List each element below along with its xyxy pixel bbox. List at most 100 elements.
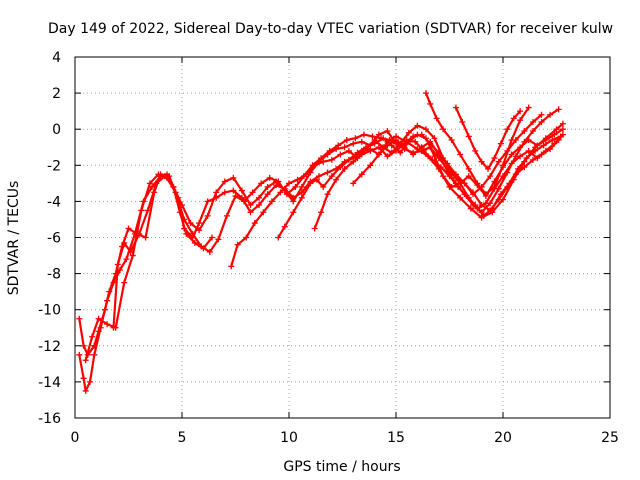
chart-title: Day 149 of 2022, Sidereal Day-to-day VTE… <box>48 21 613 37</box>
data-point <box>555 106 562 113</box>
data-point <box>324 151 331 158</box>
data-point <box>553 126 560 133</box>
data-point <box>517 117 524 124</box>
data-point <box>369 133 376 140</box>
y-tick-label: -12 <box>38 339 61 355</box>
y-axis-label: SDTVAR / TECUs <box>6 181 22 296</box>
data-point <box>298 194 305 201</box>
data-point <box>86 378 93 385</box>
data-point <box>324 191 331 198</box>
data-point <box>311 162 318 169</box>
data-point <box>514 165 521 172</box>
data-point <box>80 375 87 382</box>
data-point <box>508 151 515 158</box>
y-tick-label: -14 <box>38 375 61 391</box>
data-point <box>268 198 275 205</box>
data-point <box>551 140 558 147</box>
data-point <box>146 180 153 187</box>
data-point <box>95 315 102 322</box>
data-point <box>221 178 228 185</box>
data-point <box>320 158 327 165</box>
data-point <box>328 156 335 163</box>
data-point <box>206 248 213 255</box>
data-point <box>435 151 442 158</box>
data-point <box>532 147 539 154</box>
data-point <box>114 261 121 268</box>
data-point <box>187 220 194 227</box>
data-point <box>510 115 517 122</box>
data-point <box>470 191 477 198</box>
data-point <box>230 174 237 181</box>
data-point <box>465 133 472 140</box>
data-point <box>478 158 485 165</box>
data-point <box>241 198 248 205</box>
x-tick-labels: 0 5 10 15 20 25 <box>71 430 619 446</box>
y-tick-label: -16 <box>38 411 61 427</box>
data-point <box>82 357 89 364</box>
data-point <box>249 189 256 196</box>
data-point <box>144 207 151 214</box>
data-point <box>341 144 348 151</box>
data-point <box>256 194 263 201</box>
data-point <box>358 138 365 145</box>
x-tick-label: 0 <box>71 430 80 446</box>
data-point <box>448 183 455 190</box>
series-track-1 <box>76 171 215 394</box>
data-point <box>290 209 297 216</box>
data-point <box>350 140 357 147</box>
data-point <box>375 151 382 158</box>
data-point <box>504 183 511 190</box>
data-point <box>247 202 254 209</box>
data-point <box>542 147 549 154</box>
data-point <box>360 131 367 138</box>
data-point <box>386 137 393 144</box>
data-point <box>223 212 230 219</box>
data-point <box>549 137 556 144</box>
data-point <box>482 191 489 198</box>
data-point <box>260 209 267 216</box>
data-point <box>452 104 459 111</box>
data-point <box>232 192 239 199</box>
data-point <box>264 191 271 198</box>
data-point <box>89 333 96 340</box>
data-point <box>512 153 519 160</box>
data-point <box>487 200 494 207</box>
data-point <box>461 191 468 198</box>
series-track-7 <box>311 111 545 232</box>
data-point <box>448 137 455 144</box>
data-point <box>547 111 554 118</box>
data-point <box>427 138 434 145</box>
data-point <box>467 205 474 212</box>
x-tick-label: 15 <box>387 430 405 446</box>
data-point <box>136 230 143 237</box>
data-point <box>324 169 331 176</box>
data-point <box>384 142 391 149</box>
data-point <box>243 234 250 241</box>
data-point <box>350 180 357 187</box>
data-point <box>343 137 350 144</box>
data-point <box>551 131 558 138</box>
data-point <box>170 183 177 190</box>
y-tick-label: -6 <box>47 231 61 247</box>
data-point <box>363 144 370 151</box>
data-point <box>418 144 425 151</box>
data-point <box>393 137 399 144</box>
data-point <box>375 144 382 151</box>
data-point <box>196 220 203 227</box>
data-point <box>444 167 451 174</box>
data-point <box>517 108 524 115</box>
x-axis-label: GPS time / hours <box>283 459 400 475</box>
data-point <box>258 180 265 187</box>
data-point <box>264 183 271 190</box>
data-point <box>538 118 545 125</box>
data-point <box>80 342 87 349</box>
series-track-3 <box>82 131 564 364</box>
data-point <box>384 153 391 160</box>
data-point <box>410 133 417 140</box>
data-point <box>465 165 472 172</box>
data-point <box>345 147 352 154</box>
data-point <box>470 202 477 209</box>
data-point <box>350 158 357 165</box>
data-point <box>495 158 502 165</box>
